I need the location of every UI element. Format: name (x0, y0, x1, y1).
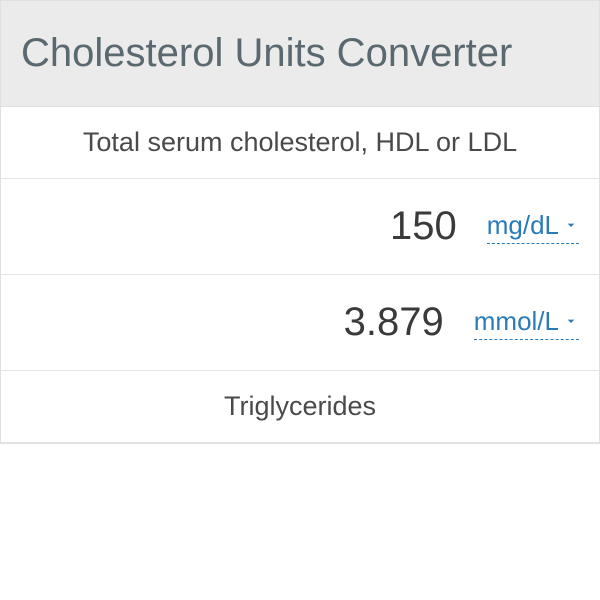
converter-container: Cholesterol Units Converter Total serum … (0, 0, 600, 444)
unit-selector-mgdl[interactable]: mg/dL (487, 210, 579, 244)
cholesterol-label: Total serum cholesterol, HDL or LDL (21, 127, 579, 158)
cholesterol-section: Total serum cholesterol, HDL or LDL (1, 107, 599, 179)
header: Cholesterol Units Converter (1, 1, 599, 107)
input-row-mmoll: mmol/L (1, 275, 599, 371)
unit-selector-mmoll[interactable]: mmol/L (474, 306, 579, 340)
chevron-down-icon (563, 217, 579, 233)
page-title: Cholesterol Units Converter (21, 31, 579, 76)
triglycerides-section: Triglycerides (1, 371, 599, 443)
unit-label-mgdl: mg/dL (487, 210, 559, 241)
cholesterol-mmoll-input[interactable] (0, 300, 464, 345)
chevron-down-icon (563, 313, 579, 329)
input-row-mgdl: mg/dL (1, 179, 599, 275)
unit-label-mmoll: mmol/L (474, 306, 559, 337)
triglycerides-label: Triglycerides (21, 391, 579, 422)
cholesterol-mgdl-input[interactable] (0, 204, 477, 249)
